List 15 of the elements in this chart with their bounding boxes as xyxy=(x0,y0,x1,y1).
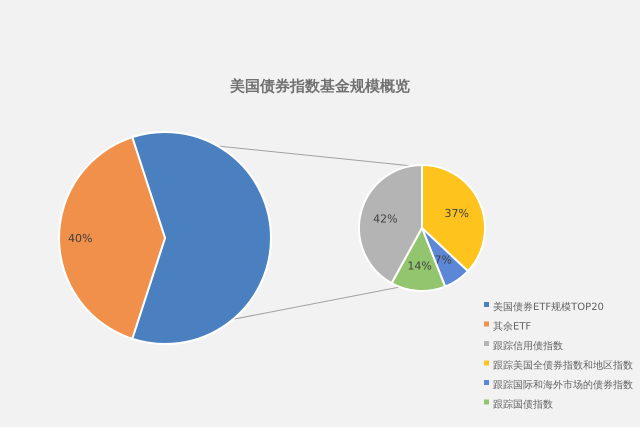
legend-item: 跟踪国际和海外市场的债券指数 xyxy=(484,380,633,391)
data-label: 40% xyxy=(68,232,92,245)
legend-item: 其余ETF xyxy=(484,322,532,332)
legend-item: 美国债券ETF规模TOP20 xyxy=(484,302,604,313)
legend-label: 其余ETF xyxy=(493,320,532,332)
data-label: 37% xyxy=(444,206,469,220)
legend-label: 跟踪国债指数 xyxy=(493,398,553,410)
legend-item: 跟踪信用债指数 xyxy=(484,341,563,352)
data-label: 7% xyxy=(434,253,452,266)
legend-item: 跟踪国债指数 xyxy=(484,400,553,410)
data-label: 14% xyxy=(407,260,432,273)
chart-title: 美国债券指数基金规模概览 xyxy=(229,77,410,95)
data-label: 42% xyxy=(373,212,398,226)
legend-label: 跟踪信用债指数 xyxy=(493,340,563,352)
legend-item: 跟踪美国全债券指数和地区指数 xyxy=(484,360,633,372)
